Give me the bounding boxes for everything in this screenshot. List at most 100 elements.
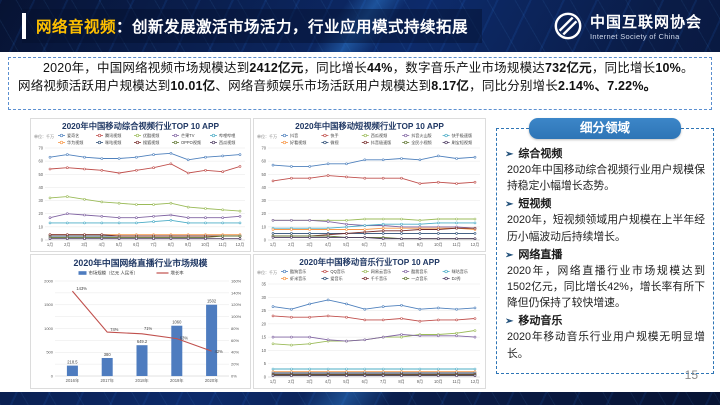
svg-text:0%: 0%	[231, 373, 237, 378]
svg-text:6月: 6月	[362, 379, 368, 384]
arrow-bullet-icon: ➢	[505, 316, 514, 328]
svg-text:80%: 80%	[231, 326, 239, 331]
svg-text:42%: 42%	[215, 349, 224, 354]
svg-text:2020年中国网络直播行业市场规模: 2020年中国网络直播行业市场规模	[74, 257, 208, 268]
svg-text:2020年中国移动音乐行业TOP 10 APP: 2020年中国移动音乐行业TOP 10 APP	[299, 257, 440, 267]
arrow-bullet-icon: ➢	[505, 249, 514, 261]
svg-text:35: 35	[261, 282, 266, 287]
svg-text:DJ秀: DJ秀	[452, 275, 461, 281]
svg-text:6月: 6月	[362, 242, 368, 247]
svg-text:芒果TV: 芒果TV	[181, 132, 195, 138]
svg-text:酷狗音乐: 酷狗音乐	[290, 268, 306, 274]
svg-text:649.2: 649.2	[137, 339, 148, 344]
svg-text:5月: 5月	[343, 379, 349, 384]
section-body-comprehensive-video: 2020年中国移动综合视频行业用户规模保持稳定小幅增长态势。	[507, 164, 705, 193]
svg-text:5: 5	[264, 361, 267, 366]
svg-text:1060: 1060	[172, 320, 182, 325]
svg-text:4月: 4月	[325, 242, 331, 247]
section-title-text: 短视频	[518, 198, 552, 211]
section-title-text: 网络直播	[518, 248, 563, 261]
svg-text:2月: 2月	[288, 242, 294, 247]
svg-text:1月: 1月	[270, 242, 276, 247]
svg-text:11月: 11月	[452, 242, 460, 247]
svg-text:63%: 63%	[180, 336, 189, 341]
svg-text:华为视频: 华为视频	[67, 139, 83, 145]
svg-text:爱奇艺: 爱奇艺	[67, 132, 79, 138]
svg-text:网易云音乐: 网易云音乐	[371, 268, 391, 274]
arrow-bullet-icon: ➢	[505, 149, 514, 160]
svg-text:100%: 100%	[231, 314, 242, 319]
title-accent-bar	[22, 13, 26, 39]
svg-text:30: 30	[261, 295, 266, 300]
svg-text:2020年中国移动综合视频行业TOP 10 APP: 2020年中国移动综合视频行业TOP 10 APP	[62, 121, 220, 131]
svg-text:5月: 5月	[116, 242, 122, 247]
section-title-mobile-music: ➢ 移动音乐	[505, 312, 705, 328]
svg-text:15: 15	[261, 335, 266, 340]
svg-text:1月: 1月	[270, 379, 276, 384]
svg-text:OPPO视频: OPPO视频	[181, 139, 201, 145]
svg-text:6月: 6月	[133, 242, 139, 247]
svg-text:71%: 71%	[144, 326, 153, 331]
footer-light-streak	[295, 392, 395, 405]
svg-text:抖音极速版: 抖音极速版	[371, 139, 391, 145]
svg-text:8月: 8月	[168, 242, 174, 247]
svg-text:4月: 4月	[325, 379, 331, 384]
arrow-bullet-icon: ➢	[505, 199, 514, 211]
chart-card-comprehensive-video: 2020年中国移动综合视频行业TOP 10 APP 单位：千万 爱奇艺 腾讯视频 优酷视…	[30, 118, 251, 252]
svg-text:2月: 2月	[64, 242, 70, 247]
isc-logo-text: 中国互联网协会 Internet Society of China	[590, 11, 702, 41]
svg-text:0: 0	[41, 238, 44, 243]
svg-text:40: 40	[38, 185, 43, 190]
svg-text:9月: 9月	[417, 242, 423, 247]
svg-text:市场规模（亿元 人民币）: 市场规模（亿元 人民币）	[89, 270, 139, 277]
sidebar-title: 细分领域	[529, 118, 681, 139]
svg-text:20: 20	[38, 211, 43, 216]
svg-text:全民小视频: 全民小视频	[411, 139, 431, 145]
svg-text:70: 70	[38, 146, 43, 151]
page-number: 15	[684, 368, 698, 382]
svg-text:160%: 160%	[231, 278, 242, 283]
segment-sidebar: 细分领域 ➢ 综合视频 2020年中国移动综合视频行业用户规模保持稳定小幅增长态势…	[496, 118, 714, 374]
svg-text:12月: 12月	[471, 242, 480, 247]
page-title: 网络音视频：创新发展激活市场活力，行业应用模式持续拓展	[22, 9, 483, 43]
title-highlight: 网络音视频	[36, 19, 117, 36]
svg-text:增长率: 增长率	[171, 270, 185, 277]
svg-text:1月: 1月	[47, 242, 53, 247]
svg-text:4月: 4月	[99, 242, 105, 247]
svg-text:380: 380	[104, 352, 112, 357]
svg-text:7月: 7月	[150, 242, 156, 247]
svg-text:哔哩哔哩: 哔哩哔哩	[219, 132, 235, 138]
svg-text:2000: 2000	[44, 278, 54, 283]
slide-header: 网络音视频：创新发展激活市场活力，行业应用模式持续拓展 中国互联网协会 Inte…	[0, 0, 720, 52]
svg-text:虾米音乐: 虾米音乐	[290, 275, 306, 281]
svg-text:一点音乐: 一点音乐	[411, 275, 427, 281]
svg-text:12月: 12月	[471, 379, 480, 384]
svg-text:快手: 快手	[330, 132, 338, 138]
svg-text:218.5: 218.5	[67, 360, 78, 365]
svg-text:11月: 11月	[452, 379, 460, 384]
svg-text:40%: 40%	[231, 350, 239, 355]
svg-text:3月: 3月	[307, 242, 313, 247]
svg-text:10月: 10月	[434, 242, 443, 247]
svg-text:西瓜视频: 西瓜视频	[371, 132, 387, 138]
intro-text: 2020年，中国网络视频市场规模达到2412亿元，同比增长44%，数字音乐产业市…	[18, 61, 694, 93]
svg-text:0: 0	[264, 238, 267, 243]
svg-text:1500: 1500	[44, 302, 54, 307]
section-title-text: 综合视频	[518, 148, 563, 160]
svg-text:8月: 8月	[398, 379, 404, 384]
svg-text:单位：千万: 单位：千万	[257, 269, 277, 275]
section-body-mobile-music: 2020年移动音乐行业用户规模无明显增长。	[507, 331, 705, 360]
svg-text:2016年: 2016年	[66, 377, 80, 384]
svg-text:2017年: 2017年	[100, 377, 114, 384]
section-body-live-streaming: 2020年，网络直播行业市场规模达到1502亿元，同比增长42%，增长率有所下降…	[507, 264, 705, 310]
section-title-comprehensive-video: ➢ 综合视频	[505, 145, 705, 161]
svg-text:2月: 2月	[288, 379, 294, 384]
svg-text:5月: 5月	[343, 242, 349, 247]
svg-text:咪咕音乐: 咪咕音乐	[452, 268, 468, 274]
svg-text:10: 10	[38, 224, 43, 229]
svg-text:1502: 1502	[207, 299, 217, 304]
isc-logo: 中国互联网协会 Internet Society of China	[553, 11, 702, 41]
svg-text:1000: 1000	[44, 326, 54, 331]
slide-content: 2020年，中国网络视频市场规模达到2412亿元，同比增长44%，数字音乐产业市…	[0, 52, 720, 392]
